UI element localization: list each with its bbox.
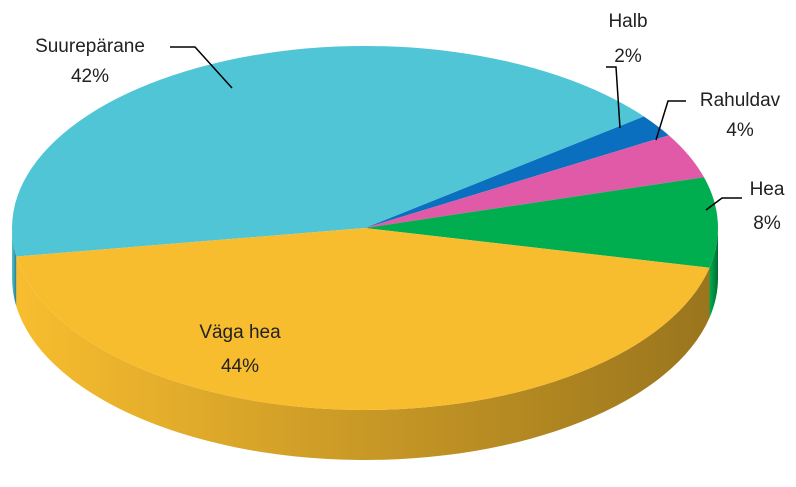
slice-label: Rahuldav: [700, 90, 781, 111]
pie-slice: [11, 46, 644, 257]
slice-label: Hea: [750, 179, 785, 200]
leader-line: [606, 66, 621, 129]
leader-line: [170, 46, 233, 89]
slice-label: Halb: [608, 11, 647, 32]
slice-label: Suurepärane: [35, 36, 145, 57]
slice-value-label: 44%: [221, 356, 259, 377]
slice-value-label: 42%: [71, 66, 109, 87]
pie-slice: [365, 177, 718, 268]
slice-value-label: 2%: [614, 46, 642, 67]
pie-side: [709, 228, 718, 318]
pie-side: [16, 256, 710, 460]
pie-slice: [365, 116, 669, 228]
pie-slice: [365, 135, 704, 228]
slice-value-label: 8%: [753, 213, 781, 234]
leader-line: [655, 100, 686, 141]
leader-line: [705, 197, 742, 211]
sides: [12, 228, 718, 460]
labels: Suurepärane 42% Halb 2% Rahuldav 4% Hea 8% Väga …: [35, 11, 785, 377]
slice-value-label: 4%: [726, 120, 754, 141]
tops: [11, 46, 718, 410]
slice-label: Väga hea: [199, 322, 281, 343]
leader-lines: [170, 46, 742, 211]
pie-slice: [16, 228, 710, 410]
pie-side: [12, 228, 17, 307]
